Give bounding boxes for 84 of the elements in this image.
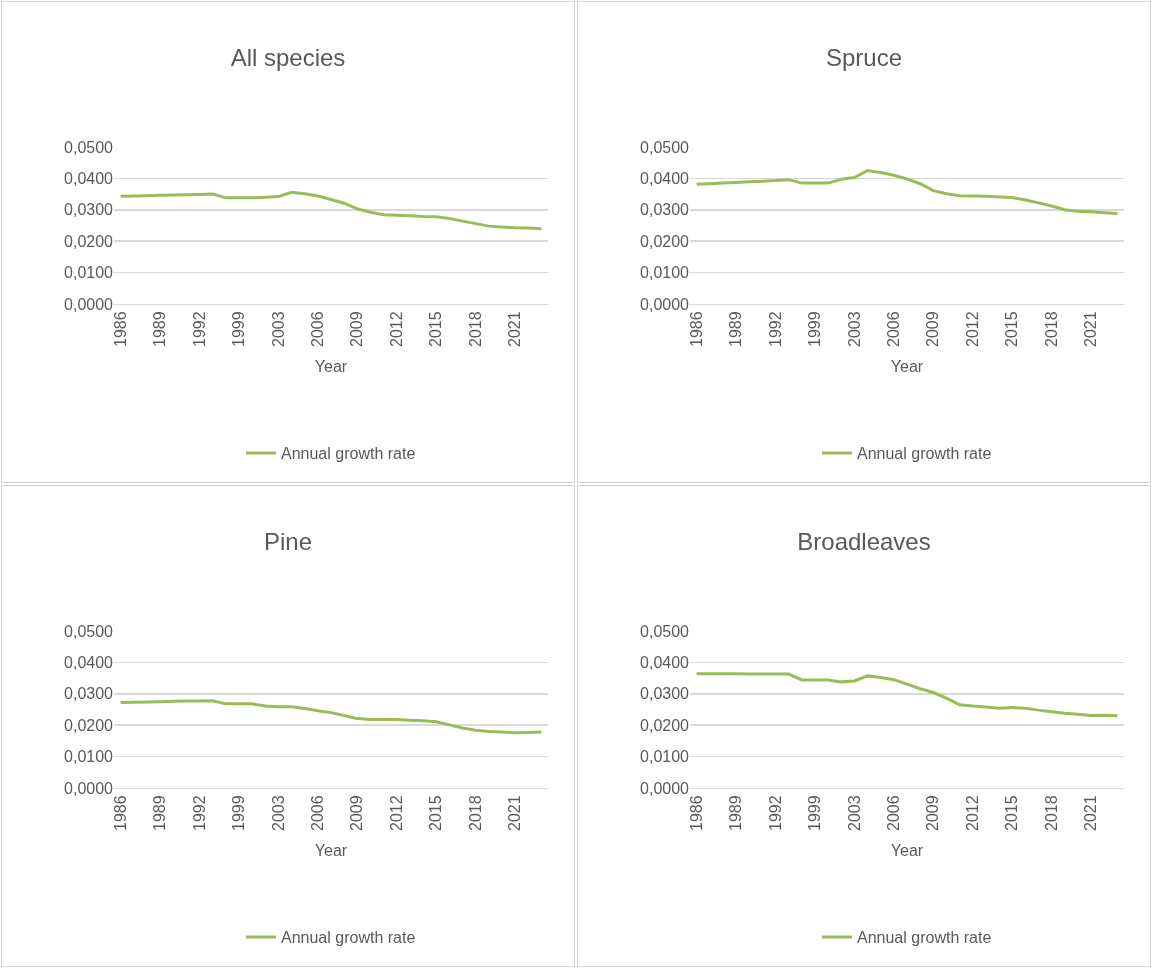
y-tick-label: 0,0100 <box>64 748 114 766</box>
line-series <box>119 699 543 735</box>
x-tick-label: 1989 <box>151 311 169 347</box>
x-tick-label: 2012 <box>387 795 405 831</box>
y-tick-label: 0,0100 <box>64 264 114 282</box>
legend-label: Annual growth rate <box>857 445 992 463</box>
x-tick-label: 2006 <box>885 795 903 831</box>
x-axis-title: Year <box>314 841 348 859</box>
y-tick-label: 0,0300 <box>64 685 114 703</box>
x-tick-label: 1992 <box>190 795 208 831</box>
x-tick-label: 2015 <box>427 311 445 347</box>
x-axis-title: Year <box>314 357 348 375</box>
x-tick-label: 2012 <box>387 311 405 347</box>
x-tick-label: 2009 <box>924 795 942 831</box>
y-tick-label: 0,0200 <box>64 716 114 734</box>
chart-title: Pine <box>263 527 313 555</box>
x-axis-title: Year <box>890 357 924 375</box>
x-tick-label: 2021 <box>1082 311 1100 347</box>
chart-title: All species <box>230 43 346 71</box>
y-tick-label: 0,0100 <box>640 748 690 766</box>
x-tick-label: 2006 <box>309 795 327 831</box>
y-tick-label: 0,0400 <box>640 170 690 187</box>
y-tick-label: 0,0400 <box>640 654 690 671</box>
legend-label: Annual growth rate <box>281 929 416 947</box>
x-tick-label: 1986 <box>687 795 705 831</box>
x-tick-label: 1989 <box>727 311 745 347</box>
x-tick-label: 2021 <box>506 795 524 831</box>
x-tick-label: 2015 <box>427 795 445 831</box>
x-tick-label: 2021 <box>1082 795 1100 831</box>
x-tick-label: 2009 <box>924 311 942 347</box>
line-series <box>695 672 1119 718</box>
x-tick-label: 2006 <box>309 311 327 347</box>
x-tick-label: 1986 <box>111 795 129 831</box>
x-tick-label: 1999 <box>230 795 248 831</box>
x-tick-label: 2003 <box>269 795 287 831</box>
y-tick-label: 0,0000 <box>64 779 114 797</box>
y-tick-label: 0,0400 <box>64 170 114 187</box>
y-tick-label: 0,0500 <box>640 622 690 640</box>
x-tick-label: 2018 <box>1042 795 1060 831</box>
x-tick-label: 2009 <box>348 795 366 831</box>
x-tick-label: 1986 <box>687 311 705 347</box>
legend-label: Annual growth rate <box>281 445 416 463</box>
y-tick-label: 0,0000 <box>64 295 114 313</box>
line-series <box>119 190 543 231</box>
x-tick-label: 2018 <box>466 795 484 831</box>
x-tick-label: 2003 <box>269 311 287 347</box>
x-tick-label: 2003 <box>845 311 863 347</box>
y-tick-label: 0,0500 <box>640 138 690 156</box>
chart-title: Spruce <box>825 43 903 71</box>
line-series <box>695 169 1119 216</box>
x-tick-label: 2012 <box>963 795 981 831</box>
x-tick-label: 1992 <box>766 311 784 347</box>
y-tick-label: 0,0500 <box>64 138 114 156</box>
y-tick-label: 0,0300 <box>640 201 690 219</box>
x-tick-label: 2006 <box>885 311 903 347</box>
x-tick-label: 2015 <box>1003 311 1021 347</box>
y-tick-label: 0,0300 <box>64 201 114 219</box>
x-tick-label: 2015 <box>1003 795 1021 831</box>
x-tick-label: 2009 <box>348 311 366 347</box>
x-tick-label: 2018 <box>466 311 484 347</box>
y-tick-label: 0,0000 <box>640 779 690 797</box>
x-axis-title: Year <box>890 841 924 859</box>
y-tick-label: 0,0200 <box>64 232 114 250</box>
y-tick-label: 0,0000 <box>640 295 690 313</box>
x-tick-label: 1999 <box>806 795 824 831</box>
x-tick-label: 1992 <box>190 311 208 347</box>
x-tick-label: 2003 <box>845 795 863 831</box>
y-tick-label: 0,0200 <box>640 716 690 734</box>
y-tick-label: 0,0500 <box>64 622 114 640</box>
x-tick-label: 1999 <box>230 311 248 347</box>
y-tick-label: 0,0300 <box>640 685 690 703</box>
x-tick-label: 2021 <box>506 311 524 347</box>
x-tick-label: 2012 <box>963 311 981 347</box>
y-tick-label: 0,0200 <box>640 232 690 250</box>
y-tick-label: 0,0400 <box>64 654 114 671</box>
x-tick-label: 2018 <box>1042 311 1060 347</box>
x-tick-label: 1992 <box>766 795 784 831</box>
x-tick-label: 1989 <box>727 795 745 831</box>
x-tick-label: 1989 <box>151 795 169 831</box>
x-tick-label: 1986 <box>111 311 129 347</box>
x-tick-label: 1999 <box>806 311 824 347</box>
legend-label: Annual growth rate <box>857 929 992 947</box>
chart-title: Broadleaves <box>797 527 931 555</box>
y-tick-label: 0,0100 <box>640 264 690 282</box>
